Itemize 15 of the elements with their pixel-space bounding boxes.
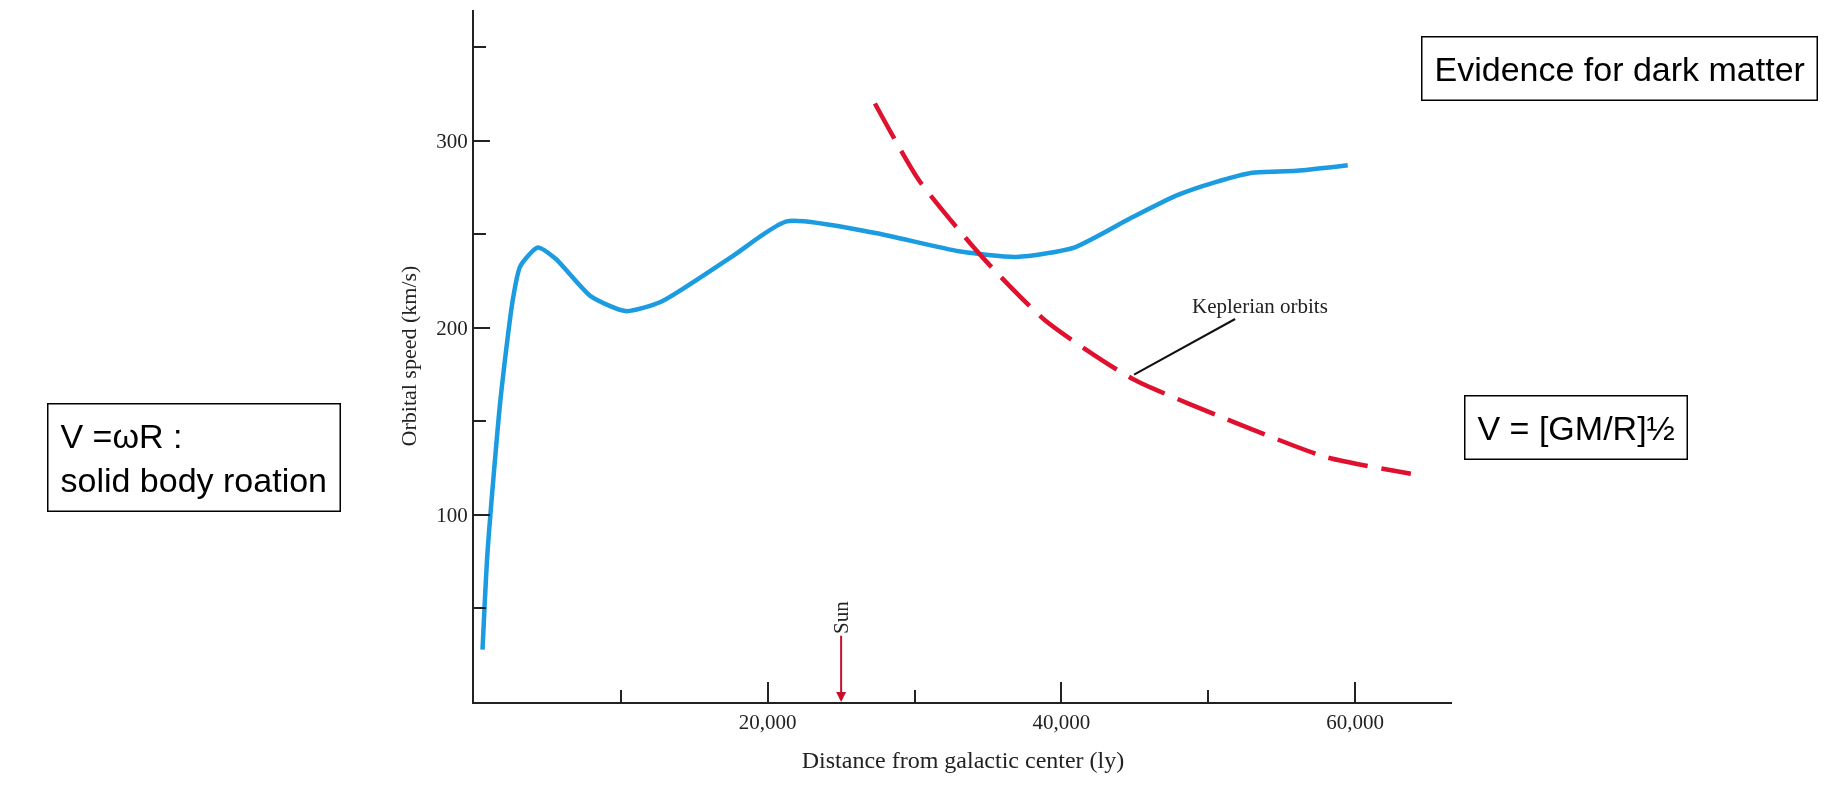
x-axis-title: Distance from galactic center (ly) bbox=[801, 747, 1125, 773]
line-series bbox=[480, 162, 1350, 652]
y-tick-label: 200 bbox=[436, 316, 468, 341]
annotation: Keplerian orbits bbox=[1192, 294, 1328, 318]
y-tick-label: 100 bbox=[436, 503, 468, 528]
y-tick-label: 300 bbox=[436, 129, 468, 154]
x-tick-label: 60,000 bbox=[1326, 710, 1384, 735]
x-tick-label: 40,000 bbox=[1032, 710, 1091, 735]
text: V = [GM/R]½ bbox=[1477, 408, 1675, 447]
annotation: Evidence for dark matter bbox=[1434, 49, 1805, 88]
annotation: Sun bbox=[829, 600, 854, 634]
x-tick-label: 20,000 bbox=[738, 710, 797, 735]
y-axis-title: Orbital speed (km/s) bbox=[395, 265, 421, 447]
line-series bbox=[872, 101, 1414, 477]
text: V =ωR : solid body roation bbox=[60, 416, 328, 499]
